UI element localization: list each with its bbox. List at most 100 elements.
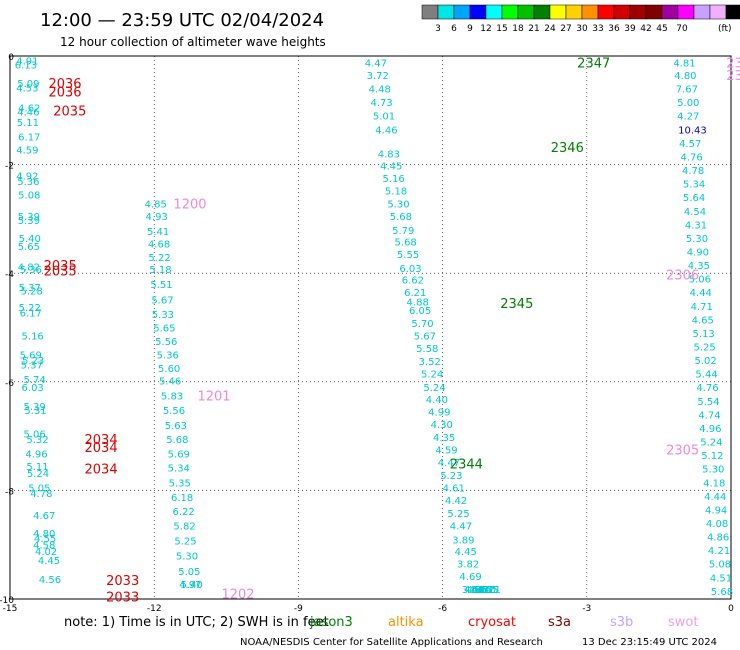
wave-height-value: 5.68 (395, 238, 417, 249)
wave-height-value: 4.62 (18, 104, 40, 115)
wave-height-value: 5.02 (694, 356, 716, 367)
wave-height-value: 5.00 (677, 98, 699, 109)
wave-height-value: 4.61 (443, 484, 465, 495)
colorbar-label: 42 (640, 24, 651, 34)
wave-height-value: 4.44 (704, 492, 726, 503)
colorbar-label: 45 (656, 24, 667, 34)
wave-height-value: 6.62 (402, 276, 424, 287)
wave-height-value: 5.69 (20, 351, 42, 362)
colorbar-label: 33 (592, 24, 603, 34)
wave-height-value: 4.46 (375, 125, 397, 136)
wave-height-value: 5.30 (387, 200, 409, 211)
colorbar-swatch (501, 4, 519, 20)
wave-height-value: 5.16 (22, 332, 44, 343)
wave-height-value: 6.22 (172, 507, 194, 518)
wave-height-value: 5.31 (24, 406, 46, 417)
y-tick-label: -2 (5, 162, 14, 172)
satellite-legend-s3b: s3b (610, 615, 633, 630)
wave-height-value: 4.21 (708, 546, 730, 557)
colorbar-swatch (597, 4, 615, 20)
pass-time-label: 2034 (85, 433, 118, 448)
wave-height-value: 5.22 (148, 253, 170, 264)
x-tick-label: -12 (147, 604, 162, 614)
wave-height-value: 4.69 (459, 572, 481, 583)
wave-height-value: 5.06 (689, 275, 711, 286)
wave-height-value: 4.45 (455, 547, 477, 558)
wave-height-value: 4.51 (710, 573, 732, 584)
wave-height-value: 5.35 (169, 478, 191, 489)
satellite-legend-jason3: jason3 (309, 615, 353, 630)
wave-height-value: 3.66 (462, 585, 484, 596)
wave-height-value: 4.96 (25, 449, 47, 460)
wave-height-value: 4.92 (16, 171, 38, 182)
wave-height-value: 5.46 (159, 377, 181, 388)
x-tick-label: 0 (728, 604, 734, 614)
satellite-legend-swot: swot (668, 615, 698, 630)
wave-height-value: 4.55 (476, 585, 498, 596)
x-tick-label: -6 (438, 604, 447, 614)
satellite-legend-altika: altika (388, 615, 424, 630)
colorbar-label: 3 (435, 24, 441, 34)
wave-height-value: 4.16 (464, 585, 486, 596)
wave-height-value: 4.47 (450, 522, 472, 533)
wave-height-value: 4.35 (688, 261, 710, 272)
colorbar-swatch (533, 4, 551, 20)
colorbar-swatch (725, 4, 740, 20)
wave-height-value: 5.67 (151, 295, 173, 306)
wave-height-value: 5.23 (440, 471, 462, 482)
wave-height-value: 4.02 (35, 547, 57, 558)
wave-height-value: 4.78 (30, 489, 52, 500)
wave-height-value: 4.71 (691, 302, 713, 313)
wave-height-value: 5.60 (158, 364, 180, 375)
wave-height-value: 5.36 (157, 351, 179, 362)
wave-height-value: 5.05 (28, 484, 50, 495)
wave-height-value: 4.47 (438, 458, 460, 469)
colorbar-swatch (453, 4, 471, 20)
satellite-legend: jason3 altika cryosat s3a s3b swot (309, 615, 698, 630)
wave-height-value: 4.44 (690, 288, 712, 299)
wave-height-value: 4.81 (673, 59, 695, 70)
wave-height-value: 5.25 (447, 509, 469, 520)
colorbar-label: 6 (451, 24, 457, 34)
wave-height-value: 5.79 (392, 226, 414, 237)
wave-height-value: 3.89 (452, 535, 474, 546)
wave-height-value: 5.24 (700, 438, 722, 449)
wave-height-value: 6.17 (20, 308, 42, 319)
wave-height-value: 4.82 (18, 263, 40, 274)
satellite-legend-cryosat: cryosat (468, 615, 516, 630)
wave-height-value: 5.09 (17, 79, 39, 90)
wave-height-value: 4.80 (33, 529, 55, 540)
wave-height-value: 5.34 (683, 180, 705, 191)
colorbar-label: 27 (560, 24, 571, 34)
wave-height-value: 6.21 (404, 288, 426, 299)
wave-height-value: 5.37 (21, 360, 43, 371)
colorbar-swatch (517, 4, 535, 20)
colorbar-swatch (549, 4, 567, 20)
colorbar-label: 9 (467, 24, 473, 34)
wave-height-value: 4.80 (674, 71, 696, 82)
wave-height-value: 4.08 (706, 519, 728, 530)
wave-height-value: 5.44 (695, 370, 717, 381)
wave-height-value: 4.61 (471, 585, 493, 596)
wave-height-value: 6.18 (171, 493, 193, 504)
wave-height-value: 4.45 (38, 556, 60, 567)
y-tick-label: -4 (5, 270, 14, 280)
wave-height-value: 5.24 (27, 469, 49, 480)
wave-height-value: 5.37 (19, 283, 41, 294)
chart-title: 12:00 — 23:59 UTC 02/04/2024 (40, 10, 324, 31)
wave-height-value: 5.40 (181, 580, 203, 591)
wave-height-value: 5.06 (23, 429, 45, 440)
wave-height-value: 5.65 (18, 242, 40, 253)
colorbar-swatch (421, 4, 439, 20)
wave-height-value: 5.63 (165, 421, 187, 432)
plot-frame (9, 55, 732, 600)
pass-time-label: 1201 (197, 389, 230, 404)
wave-height-value: 4.71 (479, 585, 501, 596)
x-tick-label: -9 (294, 604, 303, 614)
colorbar-swatch (661, 4, 679, 20)
wave-height-value: 4.76 (696, 383, 718, 394)
wave-height-value: 5.39 (18, 212, 40, 223)
pass-time-label: 2344 (450, 457, 483, 472)
wave-height-value: 5.64 (683, 193, 705, 204)
